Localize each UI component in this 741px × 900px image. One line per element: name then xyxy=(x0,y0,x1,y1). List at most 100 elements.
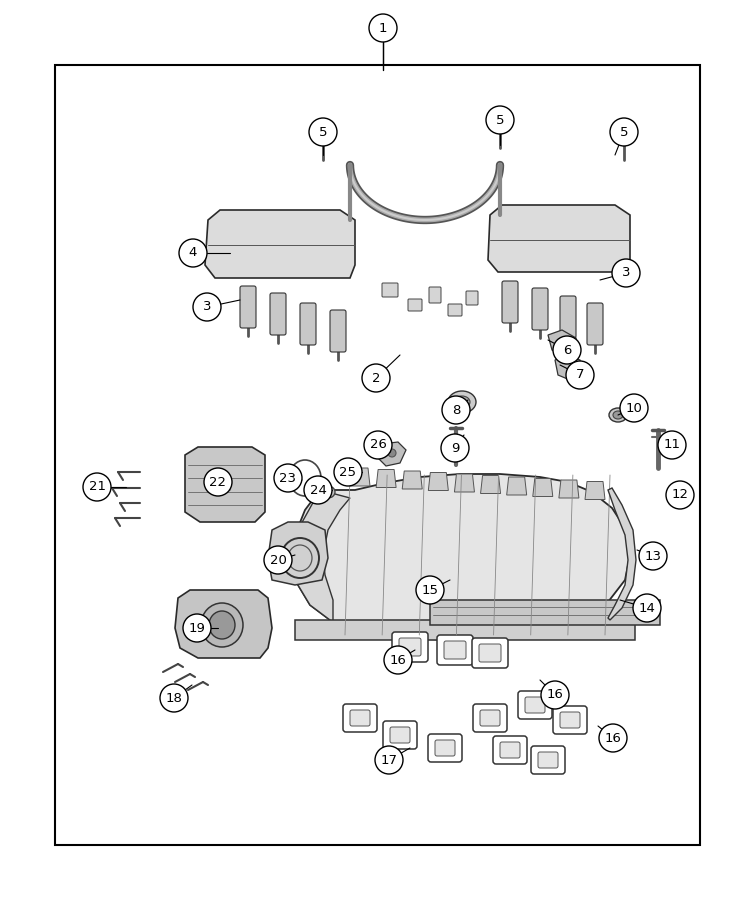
Circle shape xyxy=(620,394,648,422)
FancyBboxPatch shape xyxy=(587,303,603,345)
Circle shape xyxy=(160,684,188,712)
Polygon shape xyxy=(376,470,396,488)
Text: 4: 4 xyxy=(189,247,197,259)
Circle shape xyxy=(183,614,211,642)
FancyBboxPatch shape xyxy=(560,712,580,728)
Circle shape xyxy=(566,361,594,389)
Text: 19: 19 xyxy=(188,622,205,634)
Polygon shape xyxy=(268,522,328,585)
FancyBboxPatch shape xyxy=(538,752,558,768)
Text: 23: 23 xyxy=(279,472,296,484)
Polygon shape xyxy=(175,590,272,658)
Text: 3: 3 xyxy=(203,301,211,313)
Text: 6: 6 xyxy=(563,344,571,356)
FancyBboxPatch shape xyxy=(300,303,316,345)
Polygon shape xyxy=(559,480,579,498)
FancyBboxPatch shape xyxy=(343,704,377,732)
FancyBboxPatch shape xyxy=(553,706,587,734)
Text: 18: 18 xyxy=(165,691,182,705)
Text: 11: 11 xyxy=(663,438,680,452)
Polygon shape xyxy=(533,479,553,497)
Circle shape xyxy=(204,468,232,496)
Circle shape xyxy=(274,464,302,492)
Circle shape xyxy=(264,546,292,574)
Ellipse shape xyxy=(448,391,476,413)
Ellipse shape xyxy=(209,611,235,639)
Text: 16: 16 xyxy=(605,732,622,744)
FancyBboxPatch shape xyxy=(560,296,576,338)
Circle shape xyxy=(362,364,390,392)
Text: 14: 14 xyxy=(639,601,656,615)
Circle shape xyxy=(612,259,640,287)
FancyBboxPatch shape xyxy=(408,299,422,311)
Circle shape xyxy=(658,431,686,459)
Text: 1: 1 xyxy=(379,22,388,34)
FancyBboxPatch shape xyxy=(270,293,286,335)
Circle shape xyxy=(334,458,362,486)
Text: 5: 5 xyxy=(496,113,504,127)
Polygon shape xyxy=(481,475,501,493)
FancyBboxPatch shape xyxy=(399,638,421,656)
Text: 21: 21 xyxy=(88,481,105,493)
FancyBboxPatch shape xyxy=(240,286,256,328)
Text: 7: 7 xyxy=(576,368,584,382)
Text: 9: 9 xyxy=(451,442,459,454)
FancyBboxPatch shape xyxy=(525,697,545,713)
Circle shape xyxy=(384,646,412,674)
Circle shape xyxy=(416,576,444,604)
FancyBboxPatch shape xyxy=(480,710,500,726)
FancyBboxPatch shape xyxy=(466,291,478,305)
Polygon shape xyxy=(608,488,636,620)
Text: 26: 26 xyxy=(370,438,387,452)
Text: 22: 22 xyxy=(210,475,227,489)
Polygon shape xyxy=(293,474,630,640)
Ellipse shape xyxy=(350,467,360,477)
Text: 10: 10 xyxy=(625,401,642,415)
Polygon shape xyxy=(205,210,355,278)
Polygon shape xyxy=(430,600,660,625)
FancyBboxPatch shape xyxy=(502,281,518,323)
Circle shape xyxy=(610,118,638,146)
FancyBboxPatch shape xyxy=(472,638,508,668)
FancyBboxPatch shape xyxy=(437,635,473,665)
Bar xyxy=(55,65,700,845)
Text: 15: 15 xyxy=(422,583,439,597)
FancyBboxPatch shape xyxy=(531,746,565,774)
Circle shape xyxy=(375,746,403,774)
Text: 17: 17 xyxy=(380,753,397,767)
Circle shape xyxy=(599,724,627,752)
FancyBboxPatch shape xyxy=(330,310,346,352)
Polygon shape xyxy=(293,490,350,625)
Text: 24: 24 xyxy=(310,483,327,497)
FancyBboxPatch shape xyxy=(435,740,455,756)
Text: 13: 13 xyxy=(645,550,662,562)
Circle shape xyxy=(369,14,397,42)
Text: 3: 3 xyxy=(622,266,631,280)
FancyBboxPatch shape xyxy=(518,691,552,719)
Ellipse shape xyxy=(613,411,623,419)
Circle shape xyxy=(179,239,207,267)
FancyBboxPatch shape xyxy=(473,704,507,732)
Polygon shape xyxy=(185,447,265,522)
Text: 25: 25 xyxy=(339,465,356,479)
Text: 8: 8 xyxy=(452,403,460,417)
Ellipse shape xyxy=(609,408,627,422)
Polygon shape xyxy=(350,468,370,486)
Ellipse shape xyxy=(321,486,335,498)
Text: 16: 16 xyxy=(390,653,406,667)
Circle shape xyxy=(639,542,667,570)
Polygon shape xyxy=(507,477,527,495)
Polygon shape xyxy=(555,355,582,380)
Circle shape xyxy=(666,481,694,509)
FancyBboxPatch shape xyxy=(383,721,417,749)
Text: 5: 5 xyxy=(319,125,328,139)
FancyBboxPatch shape xyxy=(350,710,370,726)
Ellipse shape xyxy=(454,396,470,408)
Polygon shape xyxy=(548,330,578,358)
Polygon shape xyxy=(428,472,448,490)
Text: 12: 12 xyxy=(671,489,688,501)
FancyBboxPatch shape xyxy=(532,288,548,330)
Text: 5: 5 xyxy=(619,125,628,139)
Circle shape xyxy=(541,681,569,709)
Circle shape xyxy=(442,396,470,424)
